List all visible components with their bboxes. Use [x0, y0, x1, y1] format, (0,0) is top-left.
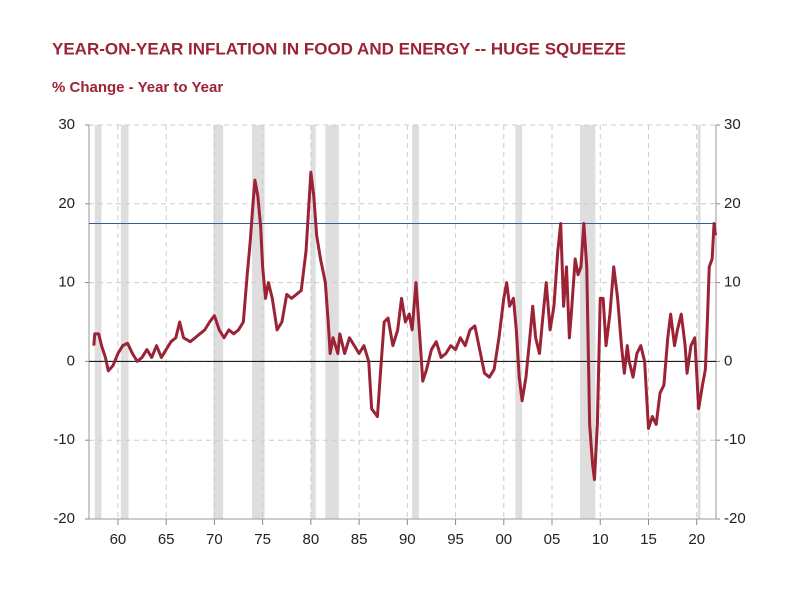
x-tick-label: 85	[351, 531, 368, 548]
x-tick-label: 75	[254, 531, 271, 548]
y-tick-label: 30	[58, 116, 75, 133]
recession-band	[310, 125, 316, 519]
recession-band	[94, 125, 102, 519]
y2-tick-label: 20	[724, 195, 741, 212]
y2-tick-label: 0	[724, 352, 732, 369]
data-line	[92, 170, 718, 482]
x-tick-label: 65	[158, 531, 175, 548]
x-tick-label: 60	[110, 531, 127, 548]
y-tick-label: 0	[67, 352, 75, 369]
recession-band	[120, 125, 129, 519]
y-tick-label: 20	[58, 195, 75, 212]
y2-tick-label: 10	[724, 274, 741, 291]
recession-band	[412, 125, 419, 519]
recession-band	[697, 125, 701, 519]
x-tick-label: 00	[495, 531, 512, 548]
recession-band	[213, 125, 224, 519]
y2-tick-label: 30	[724, 116, 741, 133]
y-tick-label: -20	[53, 510, 75, 527]
y2-tick-label: -10	[724, 431, 746, 448]
recession-band	[515, 125, 523, 519]
y-tick-label: 10	[58, 274, 75, 291]
chart-title: YEAR-ON-YEAR INFLATION IN FOOD AND ENERG…	[52, 39, 626, 58]
x-tick-label: 20	[688, 531, 705, 548]
x-tick-label: 15	[640, 531, 657, 548]
x-tick-label: 70	[206, 531, 223, 548]
x-tick-label: 80	[303, 531, 320, 548]
chart-subtitle: % Change - Year to Year	[52, 79, 223, 96]
x-tick-label: 90	[399, 531, 416, 548]
y2-tick-label: -20	[724, 510, 746, 527]
x-tick-label: 05	[544, 531, 561, 548]
x-tick-label: 10	[592, 531, 609, 548]
y-tick-label: -10	[53, 431, 75, 448]
x-tick-label: 95	[447, 531, 464, 548]
